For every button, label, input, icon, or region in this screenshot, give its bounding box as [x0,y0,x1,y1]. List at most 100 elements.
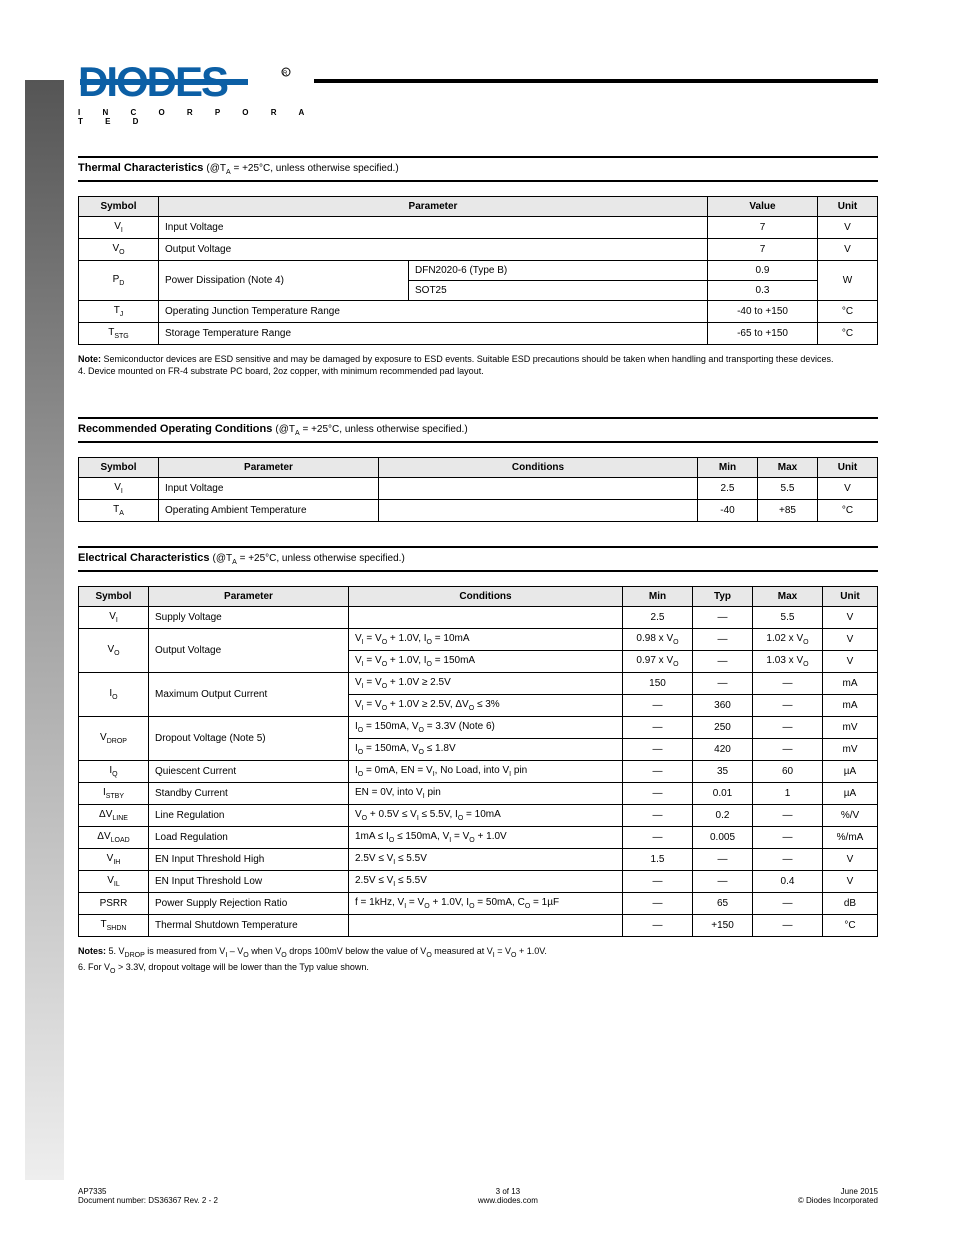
cell-param: EN Input Threshold High [149,849,349,871]
table-row: PD Power Dissipation (Note 4) DFN2020-6 … [79,261,878,281]
cell-unit: mV [823,739,878,761]
footer-center: 3 of 13 www.diodes.com [478,1187,538,1205]
table-row: ΔVLOADLoad Regulation1mA ≤ IO ≤ 150mA, V… [79,827,878,849]
cell-min: — [623,717,693,739]
table-row: ISTBYStandby CurrentEN = 0V, into VI pin… [79,783,878,805]
cell-cond: IO = 0mA, EN = VI, No Load, into VI pin [349,761,623,783]
cell-pkg: DFN2020-6 (Type B) [409,261,708,281]
cell-unit: V [818,217,878,239]
cell-cond: EN = 0V, into VI pin [349,783,623,805]
thermal-table: Symbol Parameter Value Unit VI Input Vol… [78,196,878,345]
cell-min: 2.5 [698,478,758,500]
th-unit: Unit [818,197,878,217]
cell-min: — [623,893,693,915]
cell-unit: °C [818,301,878,323]
section-cond: (@TA = +25°C, unless otherwise specified… [213,553,405,564]
cell-min: 0.97 x VO [623,651,693,673]
note-text: 6. For VO > 3.3V, dropout voltage will b… [78,961,878,976]
svg-text:R: R [283,71,288,77]
cell-max: 1.03 x VO [753,651,823,673]
cell-unit: W [818,261,878,301]
cell-min: — [623,739,693,761]
cell-val: 7 [708,239,818,261]
note-text: Semiconductor devices are ESD sensitive … [104,354,834,364]
cell-min: 2.5 [623,607,693,629]
cell-unit: mA [823,673,878,695]
table-header-row: Symbol Parameter Conditions Min Max Unit [79,458,878,478]
cell-typ: — [693,651,753,673]
cell-max: — [753,893,823,915]
cell-param: Output Voltage [159,239,708,261]
th-param: Parameter [159,197,708,217]
cell-val: -40 to +150 [708,301,818,323]
cell-sym: VI [79,607,149,629]
cell-max: 5.5 [758,478,818,500]
cell-cond: IO = 150mA, VO ≤ 1.8V [349,739,623,761]
cell-unit: V [823,871,878,893]
cell-param: Standby Current [149,783,349,805]
cell-val: -65 to +150 [708,323,818,345]
cell-sym: PSRR [79,893,149,915]
cell-sym: VO [79,239,159,261]
table-row: PSRRPower Supply Rejection Ratiof = 1kHz… [79,893,878,915]
cell-max: 60 [753,761,823,783]
cell-param: Dropout Voltage (Note 5) [149,717,349,761]
cell-sym: ISTBY [79,783,149,805]
cell-cond: VI = VO + 1.0V, IO = 150mA [349,651,623,673]
cell-sym: VO [79,629,149,673]
cell-param: Line Regulation [149,805,349,827]
cell-typ: 65 [693,893,753,915]
cell-max: — [753,695,823,717]
table-row: VI Input Voltage 7 V [79,217,878,239]
cell-sym: VIL [79,871,149,893]
cell-min: 150 [623,673,693,695]
table-row: ΔVLINELine RegulationVO + 0.5V ≤ VI ≤ 5.… [79,805,878,827]
cell-unit: °C [818,500,878,522]
th-max: Max [753,587,823,607]
cell-sym: TA [79,500,159,522]
cell-unit: V [818,239,878,261]
th-cond: Conditions [379,458,698,478]
cell-typ: — [693,629,753,651]
electrical-notes: Notes: 5. VDROP is measured from VI – VO… [78,945,878,975]
table-row: VO Output Voltage 7 V [79,239,878,261]
table-row: VIHEN Input Threshold High2.5V ≤ VI ≤ 5.… [79,849,878,871]
cell-unit: %/mA [823,827,878,849]
cell-param: Load Regulation [149,827,349,849]
cell-cond [349,607,623,629]
section-cond: (@TA = +25°C, unless otherwise specified… [275,424,467,435]
cell-param: Power Dissipation (Note 4) [159,261,409,301]
cell-sym: VI [79,478,159,500]
diodes-logo-icon: DIODES R [78,60,298,106]
cell-sym: TSTG [79,323,159,345]
cell-param: Operating Junction Temperature Range [159,301,708,323]
cell-min: — [623,871,693,893]
cell-typ: 420 [693,739,753,761]
th-symbol: Symbol [79,458,159,478]
table-row: VILEN Input Threshold Low2.5V ≤ VI ≤ 5.5… [79,871,878,893]
cell-sym: ΔVLINE [79,805,149,827]
cell-param: Output Voltage [149,629,349,673]
cell-val: 7 [708,217,818,239]
note-text: 4. Device mounted on FR-4 substrate PC b… [78,365,878,377]
cell-param: Quiescent Current [149,761,349,783]
cell-max: — [753,915,823,937]
th-symbol: Symbol [79,587,149,607]
table-row: TA Operating Ambient Temperature -40 +85… [79,500,878,522]
recommended-table: Symbol Parameter Conditions Min Max Unit… [78,457,878,522]
cell-unit: dB [823,893,878,915]
cell-sym: VIH [79,849,149,871]
cell-cond: VI = VO + 1.0V ≥ 2.5V [349,673,623,695]
cell-unit: %/V [823,805,878,827]
section-electrical-title: Electrical Characteristics (@TA = +25°C,… [78,546,878,572]
cell-cond [379,500,698,522]
th-param: Parameter [159,458,379,478]
cell-typ: 0.005 [693,827,753,849]
table-row: TSHDNThermal Shutdown Temperature—+150—°… [79,915,878,937]
cell-min: 0.98 x VO [623,629,693,651]
cell-sym: IO [79,673,149,717]
cell-max: +85 [758,500,818,522]
cell-cond: IO = 150mA, VO = 3.3V (Note 6) [349,717,623,739]
left-gradient-bar [25,80,64,1180]
cell-max: 5.5 [753,607,823,629]
